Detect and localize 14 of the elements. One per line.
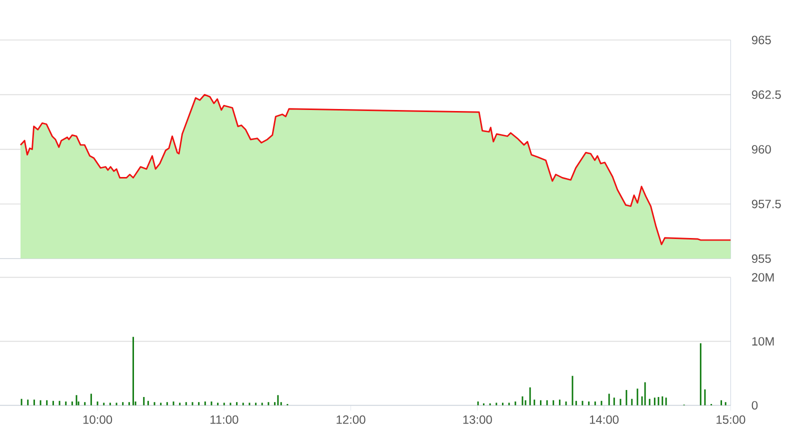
y-tick-label: 962.5 <box>752 90 781 99</box>
x-tick-label: 10:00 <box>83 415 112 424</box>
y-tick-label: 957.5 <box>752 200 781 208</box>
x-tick-label: 12:00 <box>336 415 366 424</box>
x-tick-label: 15:00 <box>716 415 746 424</box>
x-tick-label: 13:00 <box>463 415 492 424</box>
y-tick-label: 10M <box>752 337 774 346</box>
y-tick-label: 960 <box>752 145 771 154</box>
x-tick-label: 11:00 <box>210 415 238 424</box>
y-tick-label: 955 <box>752 254 771 263</box>
y-tick-label: 20M <box>752 273 774 282</box>
y-tick-label: 0 <box>752 401 758 410</box>
y-tick-label: 965 <box>752 36 771 44</box>
x-tick-label: 14:00 <box>590 415 619 424</box>
